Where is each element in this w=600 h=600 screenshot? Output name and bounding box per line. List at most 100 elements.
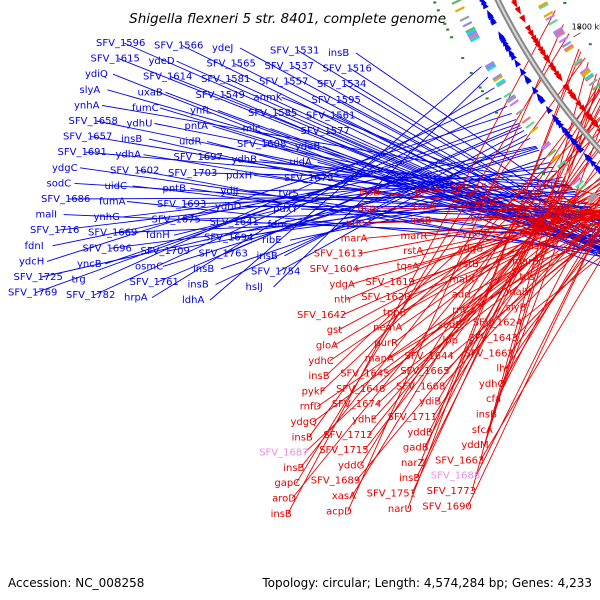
cog-feature-tick xyxy=(579,66,589,75)
gene-label: SFV_1645 xyxy=(340,369,389,380)
gene-label: SFV_1608 xyxy=(237,139,286,150)
cog-feature-tick xyxy=(525,121,535,129)
gene-label: malY xyxy=(506,287,532,298)
label-leader-line xyxy=(168,177,563,252)
gene-label: SFV_1646 xyxy=(336,384,385,395)
gene-label: slyA xyxy=(80,85,101,96)
reverse-gene-arrow xyxy=(530,34,538,43)
cog-feature-tick xyxy=(540,140,550,149)
gene-label: SFV_1549 xyxy=(196,90,245,101)
label-leader-line xyxy=(495,187,600,206)
gene-label: SFV_1585 xyxy=(248,108,297,119)
gene-label: SFV_1663 xyxy=(435,455,484,466)
gene-label: SFV_1531 xyxy=(270,46,319,57)
cog-feature-tick xyxy=(459,15,470,22)
label-leader-line xyxy=(475,225,600,476)
gene-label: SFV_1642 xyxy=(297,310,346,321)
reverse-gene-arrow xyxy=(524,24,532,34)
gene-label: tus xyxy=(519,272,534,283)
reverse-gene-arrow xyxy=(519,14,526,24)
forward-gene-arrow xyxy=(545,105,553,115)
cog-feature-tick xyxy=(465,26,476,34)
gene-label: pdxY xyxy=(273,204,299,215)
gene-label: SFV_1644 xyxy=(404,351,453,362)
label-leader-line xyxy=(209,66,482,301)
gene-label: ydhA xyxy=(116,150,142,161)
reverse-gene-arrow xyxy=(537,46,545,55)
gc-skew-marker xyxy=(569,203,573,206)
gene-label: SFV_1769 xyxy=(8,288,57,299)
feature-tracks xyxy=(433,0,600,227)
gene-label: SFV_1690 xyxy=(422,501,471,512)
reverse-gene-arrow xyxy=(548,62,556,71)
cog-feature-tick xyxy=(588,78,598,87)
gene-label: SFV_1751 xyxy=(367,489,416,500)
reverse-gene-arrow xyxy=(590,119,599,128)
kbp-label: 1800 kbp xyxy=(572,22,600,31)
cog-feature-tick xyxy=(589,194,599,204)
cog-feature-tick xyxy=(466,28,477,35)
gc-skew-marker xyxy=(563,1,567,4)
gene-label: SFV_1688 xyxy=(431,471,480,482)
cog-feature-tick xyxy=(493,75,504,83)
cog-feature-tick xyxy=(578,182,587,192)
gene-label: trg xyxy=(72,275,86,286)
gene-label: SFV_1694 xyxy=(204,233,253,244)
label-leader-line xyxy=(308,57,586,438)
label-leader-line xyxy=(496,196,600,400)
label-leader-line xyxy=(278,134,528,272)
gene-label: SFV_1557 xyxy=(259,77,308,88)
label-leader-line xyxy=(284,130,525,257)
label-leader-line xyxy=(372,167,600,420)
gene-label: ydgB xyxy=(458,244,484,255)
gene-label: SFV_1581 xyxy=(201,74,250,85)
gene-label: aroD xyxy=(272,494,296,505)
gene-label: anmK xyxy=(254,92,283,103)
gene-label: SFV_1697 xyxy=(174,152,223,163)
reverse-gene-arrow xyxy=(534,41,542,50)
cog-feature-tick xyxy=(470,35,481,43)
cog-feature-tick xyxy=(542,142,552,151)
gene-label: uxaB xyxy=(138,87,163,98)
label-leader-line xyxy=(414,214,600,267)
cog-feature-tick xyxy=(495,78,506,86)
gene-label: SFV_1712 xyxy=(323,430,372,441)
gc-skew-marker xyxy=(588,43,592,46)
gene-label: malI xyxy=(36,210,58,221)
gene-label: SFV_1643 xyxy=(469,333,518,344)
forward-gene-arrow xyxy=(536,92,544,102)
gene-label: cfa xyxy=(486,394,501,405)
forward-gene-arrow xyxy=(498,31,505,40)
reverse-gene-arrow xyxy=(508,0,515,3)
cog-feature-tick xyxy=(547,148,557,157)
forward-gene-arrow xyxy=(486,9,494,19)
label-leader-line xyxy=(41,162,550,278)
gc-skew-marker xyxy=(495,111,499,114)
gene-label: narU xyxy=(388,504,412,515)
label-leader-line xyxy=(491,202,600,214)
label-leader-line xyxy=(57,170,557,231)
label-leader-line xyxy=(46,113,512,262)
cog-feature-tick xyxy=(496,80,507,88)
gene-label: SFV_1754 xyxy=(251,266,300,277)
reverse-gene-arrow xyxy=(527,29,535,39)
gene-label: insB xyxy=(476,410,497,421)
cog-feature-tick xyxy=(454,6,465,13)
gene-label: ydcH xyxy=(19,256,44,267)
gene-label: lpp xyxy=(443,336,458,347)
cog-feature-tick xyxy=(509,99,519,107)
label-leader-line xyxy=(367,215,600,224)
gene-label: asr xyxy=(528,241,544,252)
forward-gene-arrow xyxy=(569,136,577,145)
reverse-gene-arrow xyxy=(511,0,518,8)
gene-label: uidC xyxy=(105,181,127,192)
label-leader-line xyxy=(297,50,600,236)
label-leader-line xyxy=(316,212,600,408)
cog-feature-tick xyxy=(468,32,479,39)
label-leader-line xyxy=(347,24,564,512)
cog-feature-tick xyxy=(564,45,575,53)
cog-feature-tick xyxy=(553,28,564,36)
gene-label: pykF xyxy=(302,386,326,397)
label-leader-line xyxy=(68,196,581,200)
label-leader-line xyxy=(162,149,540,267)
